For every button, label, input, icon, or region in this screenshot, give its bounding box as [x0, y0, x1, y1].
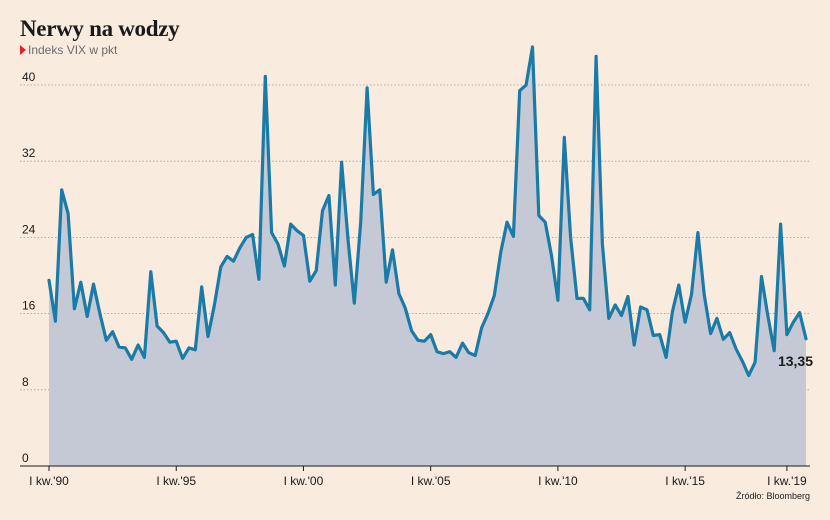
x-tick-label: I kw.'95 — [156, 474, 196, 488]
chart-subtitle: Indeks VIX w pkt — [20, 43, 117, 57]
chart-title: Nerwy na wodzy — [20, 16, 180, 41]
red-triangle-icon — [20, 45, 26, 55]
x-tick-label: I kw.'05 — [411, 474, 451, 488]
y-tick-label: 32 — [22, 146, 36, 160]
y-tick-label: 16 — [22, 299, 36, 313]
x-tick-label: I kw.'15 — [665, 474, 705, 488]
x-tick-label: I kw.'00 — [284, 474, 324, 488]
x-tick-label: I kw.'19 — [767, 474, 807, 488]
label-layer: 0 8 16 24 32 40 I kw.'90 I kw.'95 I kw.'00 I kw.'… — [22, 70, 813, 488]
y-tick-label: 8 — [22, 375, 29, 389]
subtitle-text: Indeks VIX w pkt — [28, 43, 118, 57]
source-note: Źródło: Bloomberg — [735, 491, 810, 501]
series-area — [49, 46, 806, 467]
x-tick-label: I kw.'90 — [29, 474, 69, 488]
axis-layer — [20, 465, 810, 471]
series-line — [47, 45, 808, 378]
y-tick-label: 0 — [22, 451, 29, 465]
y-tick-label: 24 — [22, 222, 36, 236]
last-value-label: 13,35 — [778, 353, 813, 369]
area-layer — [47, 45, 808, 467]
y-tick-label: 40 — [22, 70, 36, 84]
x-tick-label: I kw.'10 — [538, 474, 578, 488]
